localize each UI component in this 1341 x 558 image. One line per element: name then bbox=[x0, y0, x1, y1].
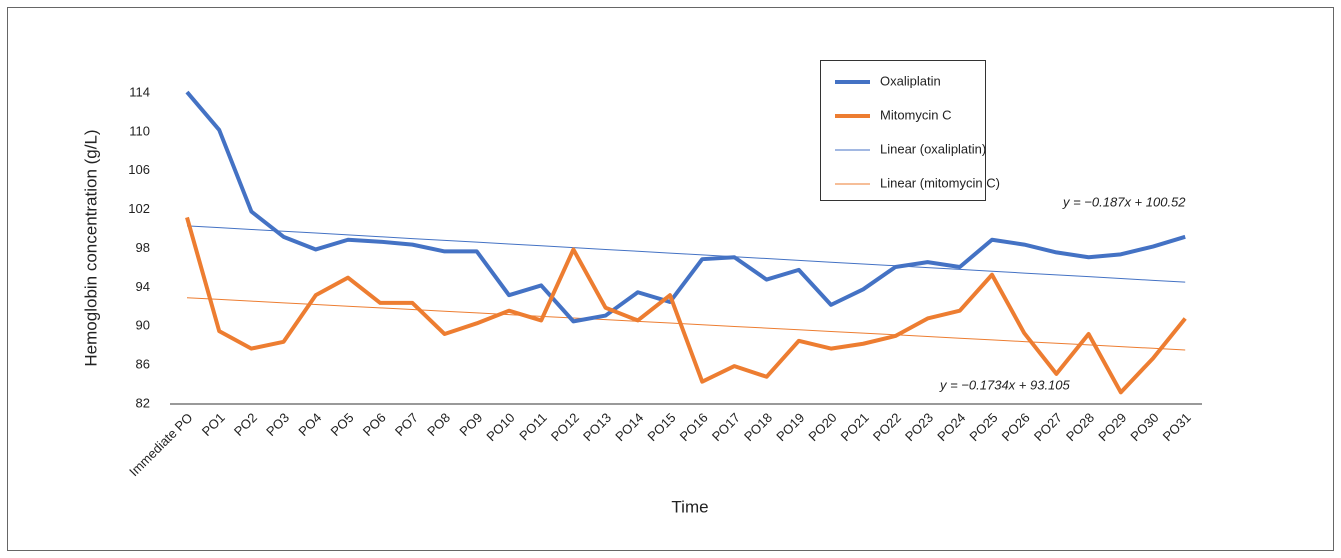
legend-label: Oxaliplatin bbox=[880, 73, 941, 88]
legend-label: Linear (oxaliplatin) bbox=[880, 141, 986, 156]
y-tick-label: 98 bbox=[136, 240, 150, 255]
trend-equation: y = −0.187x + 100.52 bbox=[1062, 194, 1186, 209]
series-line bbox=[185, 90, 1186, 324]
legend-label: Mitomycin C bbox=[880, 107, 952, 122]
y-tick-label: 86 bbox=[136, 357, 150, 372]
series-line bbox=[186, 297, 1186, 351]
y-tick-label: 106 bbox=[128, 162, 150, 177]
chart-frame bbox=[7, 7, 1334, 551]
y-tick-label: 110 bbox=[129, 123, 150, 138]
trend-equation: y = −0.1734x + 93.105 bbox=[939, 377, 1071, 392]
y-axis-title: Hemoglobin concentration (g/L) bbox=[81, 129, 100, 366]
series-line bbox=[186, 225, 1186, 283]
y-tick-label: 90 bbox=[136, 318, 150, 333]
y-tick-label: 82 bbox=[136, 395, 150, 410]
x-axis-title: Time bbox=[671, 497, 708, 516]
y-tick-label: 94 bbox=[136, 279, 150, 294]
y-tick-label: 102 bbox=[128, 201, 150, 216]
y-tick-label: 114 bbox=[129, 84, 150, 99]
legend-label: Linear (mitomycin C) bbox=[880, 175, 1000, 190]
series-line bbox=[185, 216, 1187, 395]
